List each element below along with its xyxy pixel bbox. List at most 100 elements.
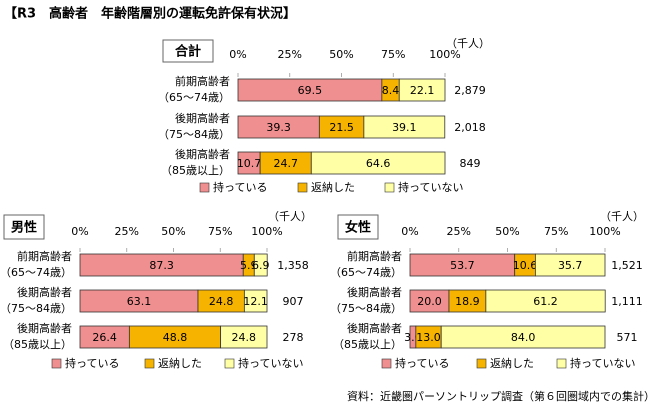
x-tick-label: 0% xyxy=(401,225,418,238)
value-label: 39.1 xyxy=(392,121,417,134)
category-label: （75～84歳） xyxy=(330,302,402,315)
value-label: 64.6 xyxy=(366,157,391,170)
category-label: 後期高齢者 xyxy=(17,321,72,335)
x-tick-label: 100% xyxy=(251,225,282,238)
bar-segment xyxy=(398,78,446,102)
x-tick-label: 75% xyxy=(381,48,405,61)
category-label: 前期高齢者 xyxy=(175,74,230,88)
x-tick-label: 75% xyxy=(208,225,232,238)
x-tick-label: 50% xyxy=(329,48,353,61)
value-label: 8.4 xyxy=(382,84,400,97)
value-label: 18.9 xyxy=(455,295,480,308)
bar-segment xyxy=(363,115,446,139)
category-label: （65～74歳） xyxy=(0,266,72,279)
total-label: 1,111 xyxy=(611,295,643,308)
value-label: 21.5 xyxy=(329,121,354,134)
legend-swatch xyxy=(556,358,567,369)
legend-swatch xyxy=(297,182,308,193)
legend-swatch xyxy=(381,358,392,369)
bar-segment xyxy=(310,151,446,175)
value-label: 63.1 xyxy=(127,295,152,308)
category-label: 後期高齢者 xyxy=(347,285,402,299)
page-title: 【R3 高齢者 年齢階層別の運転免許保有状況】 xyxy=(4,6,296,22)
chart-title: 男性 xyxy=(11,220,37,236)
value-label: 48.8 xyxy=(163,331,188,344)
x-tick-label: 25% xyxy=(447,225,471,238)
x-tick-label: 0% xyxy=(229,48,246,61)
x-tick-label: 100% xyxy=(429,48,460,61)
legend-label: 持っている xyxy=(395,356,449,370)
category-label: 後期高齢者 xyxy=(17,285,72,299)
x-tick-label: 25% xyxy=(115,225,139,238)
legend-label: 持っている xyxy=(65,356,119,370)
legend-swatch xyxy=(476,358,487,369)
category-label: 後期高齢者 xyxy=(175,111,230,125)
value-label: 10.6 xyxy=(513,259,538,272)
total-label: 1,358 xyxy=(277,259,309,272)
value-label: 24.7 xyxy=(273,157,298,170)
bar-segment xyxy=(243,289,268,313)
chart-title: 女性 xyxy=(345,220,371,236)
total-label: 2,879 xyxy=(454,84,486,97)
total-label: 2,018 xyxy=(454,121,486,134)
legend-swatch xyxy=(51,358,62,369)
total-label: 907 xyxy=(283,295,304,308)
value-label: 13.0 xyxy=(416,331,441,344)
bar-segment xyxy=(534,253,606,277)
category-label: 後期高齢者 xyxy=(175,147,230,161)
category-label: （75～84歳） xyxy=(0,302,72,315)
category-label: 後期高齢者 xyxy=(347,321,402,335)
x-tick-label: 100% xyxy=(589,225,620,238)
value-label: 53.7 xyxy=(450,259,475,272)
value-label: 87.3 xyxy=(149,259,174,272)
value-label: 6.9 xyxy=(252,259,270,272)
x-tick-label: 25% xyxy=(278,48,302,61)
legend-swatch xyxy=(144,358,155,369)
bar-segment xyxy=(253,253,268,277)
bar-segment xyxy=(220,325,268,349)
category-label: （65～74歳） xyxy=(330,266,402,279)
category-label: （85歳以上） xyxy=(161,164,230,177)
legend-swatch xyxy=(224,358,235,369)
legend-swatch xyxy=(384,182,395,193)
bar-segment xyxy=(440,325,606,349)
legend-label: 持っている xyxy=(213,180,267,194)
value-label: 24.8 xyxy=(209,295,234,308)
value-label: 61.2 xyxy=(533,295,558,308)
legend-label: 持っていない xyxy=(238,356,303,370)
value-label: 24.8 xyxy=(232,331,257,344)
bar-segment xyxy=(485,289,606,313)
legend-swatch xyxy=(199,182,210,193)
x-tick-label: 50% xyxy=(495,225,519,238)
unit-label: （千人） xyxy=(600,210,644,223)
legend-label: 返納した xyxy=(490,357,534,370)
value-label: 10.7 xyxy=(237,157,262,170)
x-tick-label: 75% xyxy=(544,225,568,238)
chart-title-box xyxy=(162,39,214,63)
total-label: 849 xyxy=(460,157,481,170)
legend-label: 持っていない xyxy=(570,356,635,370)
value-label: 5.9 xyxy=(240,259,258,272)
total-label: 278 xyxy=(283,331,304,344)
value-label: 39.3 xyxy=(266,121,291,134)
chart-title: 合計 xyxy=(175,44,201,60)
category-label: （65～74歳） xyxy=(158,91,230,104)
x-tick-label: 50% xyxy=(161,225,185,238)
source-note: 資料：近畿圏パーソントリップ調査（第６回圏域内での集計） xyxy=(347,389,655,403)
value-label: 20.0 xyxy=(417,295,442,308)
category-label: （75～84歳） xyxy=(158,128,230,141)
category-label: （85歳以上） xyxy=(3,338,72,351)
value-label: 26.4 xyxy=(92,331,117,344)
unit-label: （千人） xyxy=(268,210,312,223)
category-label: 前期高齢者 xyxy=(17,249,72,263)
total-label: 571 xyxy=(617,331,638,344)
total-label: 1,521 xyxy=(611,259,643,272)
chart-title-box xyxy=(337,214,379,240)
value-label: 35.7 xyxy=(558,259,583,272)
legend-label: 持っていない xyxy=(398,180,463,194)
unit-label: （千人） xyxy=(446,37,490,50)
value-label: 84.0 xyxy=(511,331,536,344)
category-label: 前期高齢者 xyxy=(347,249,402,263)
value-label: 69.5 xyxy=(298,84,323,97)
